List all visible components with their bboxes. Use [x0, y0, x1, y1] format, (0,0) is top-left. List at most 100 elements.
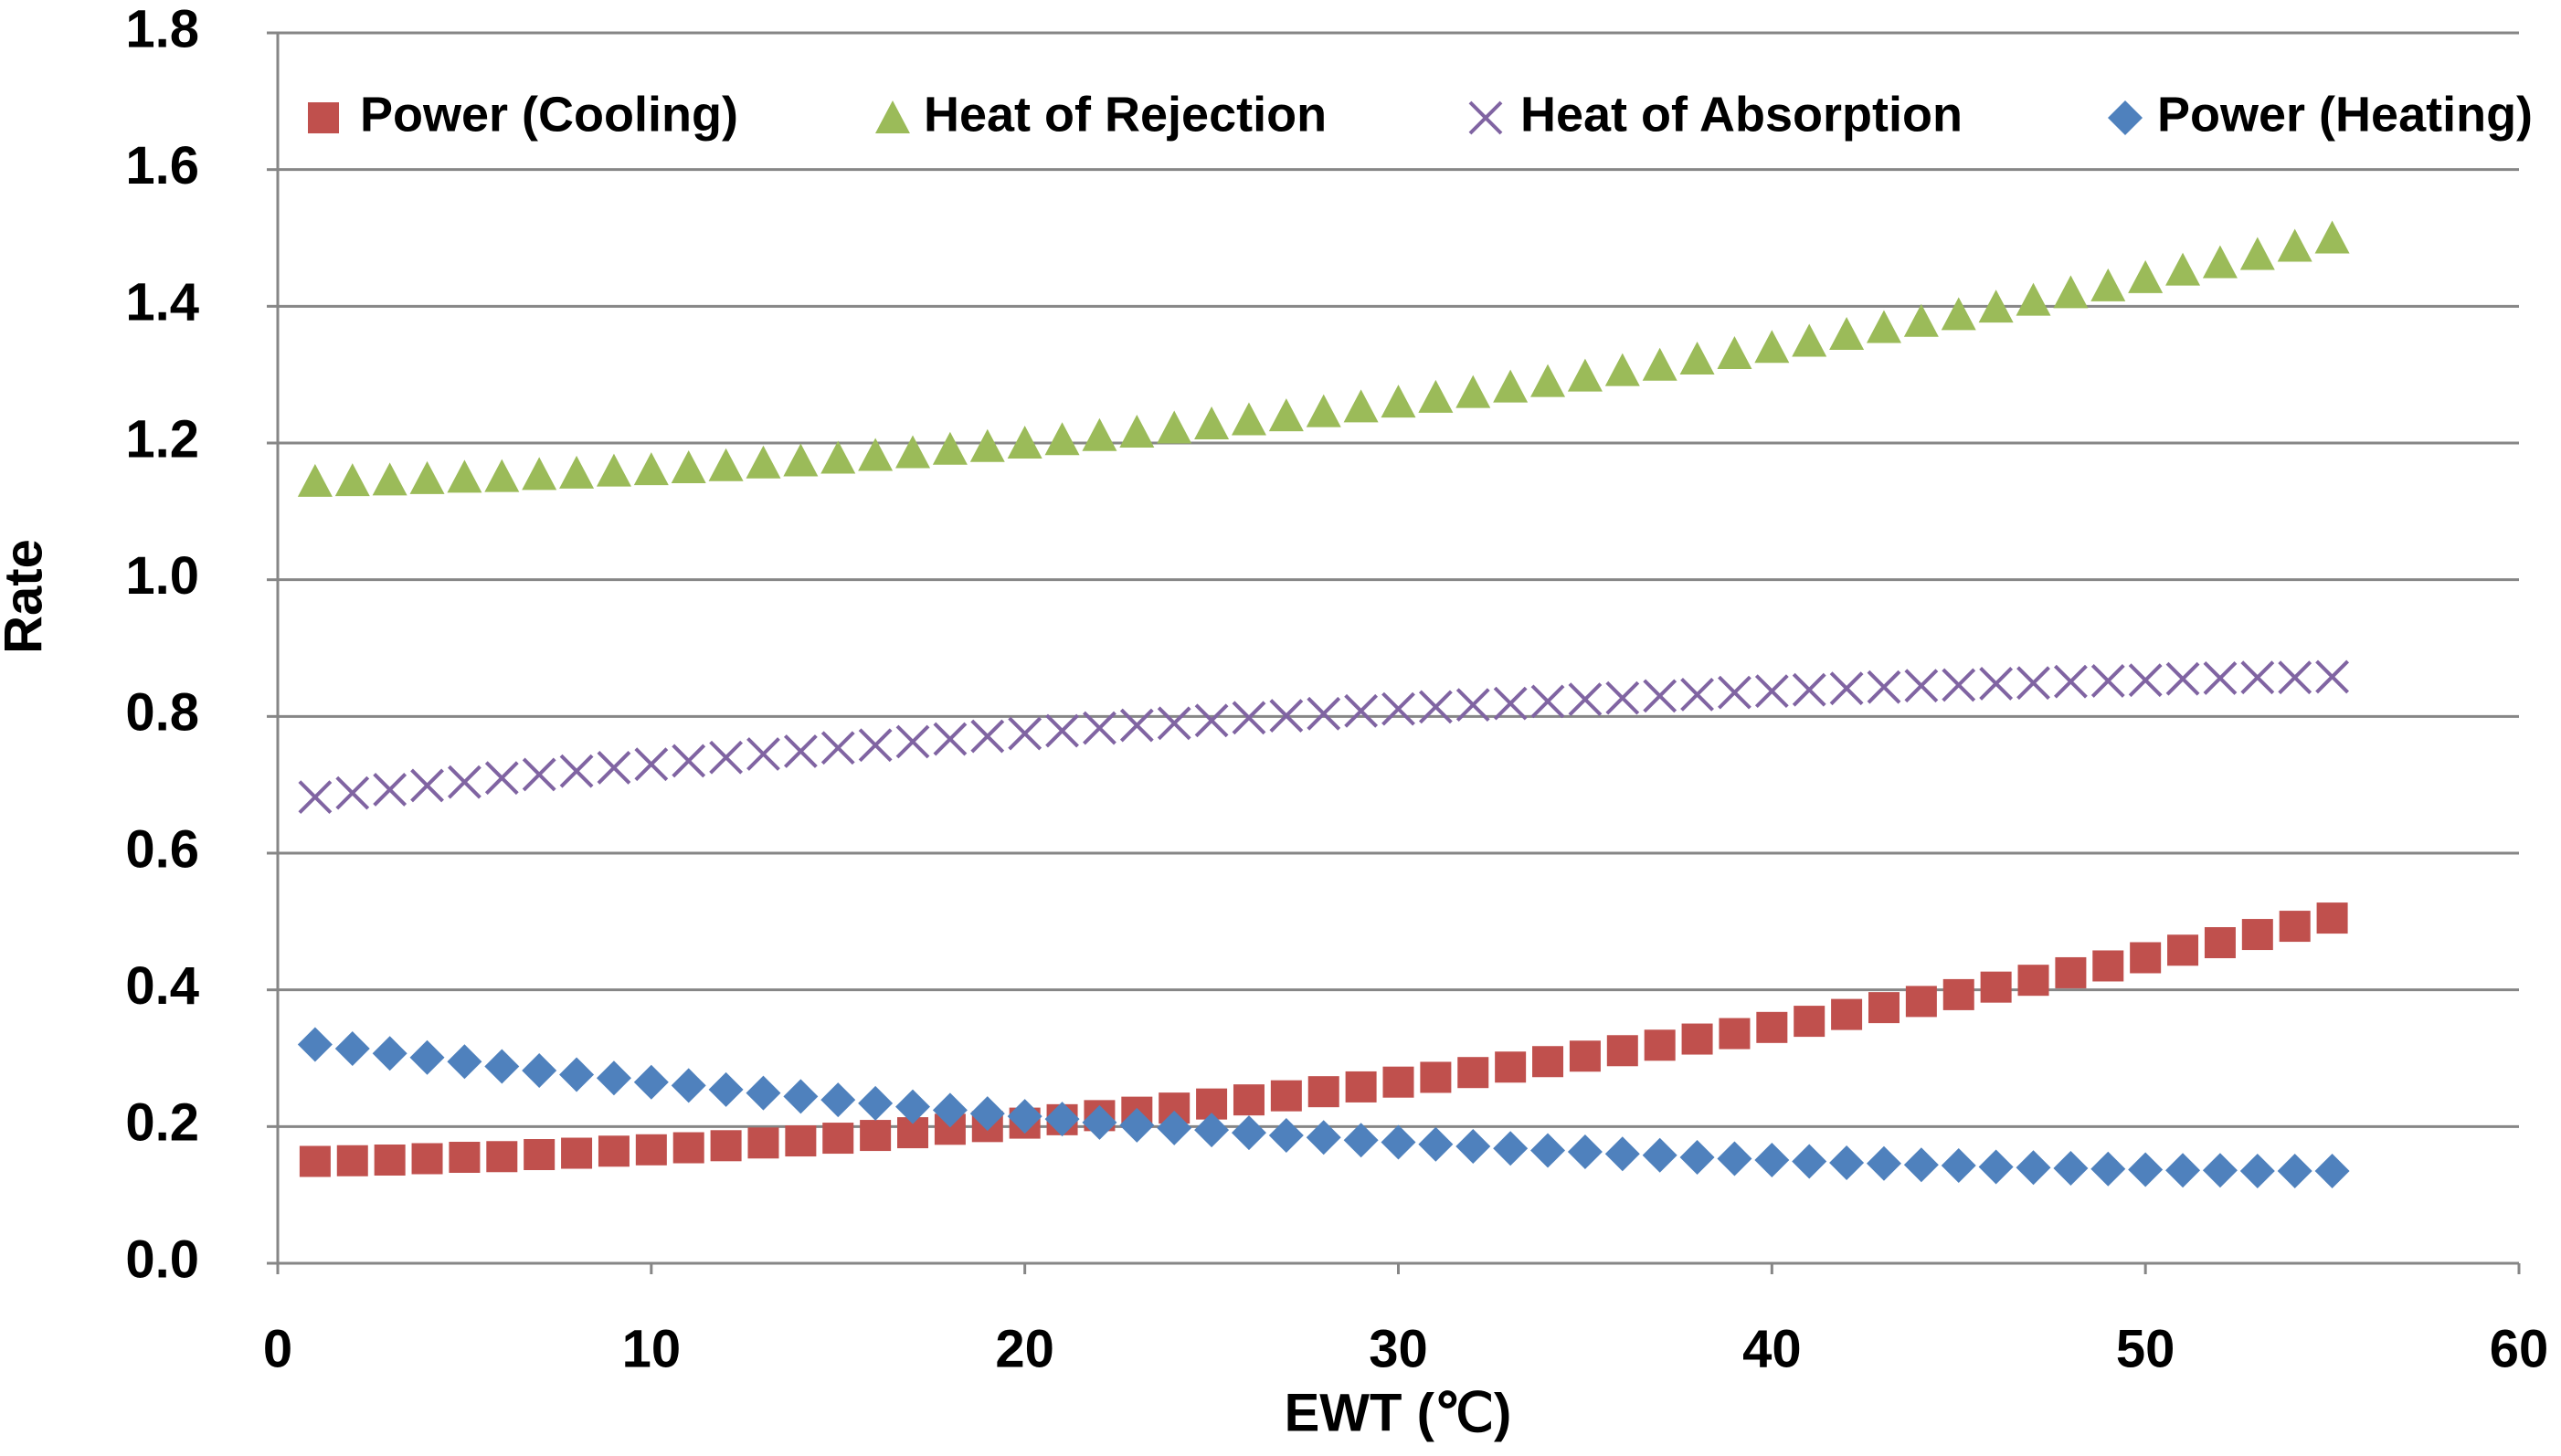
- point: [2202, 245, 2238, 279]
- point: [1643, 679, 1677, 713]
- legend-label: Heat of Rejection: [924, 87, 1327, 142]
- point: [858, 438, 894, 471]
- point: [334, 1031, 370, 1067]
- point: [785, 1125, 817, 1157]
- point: [1642, 347, 1677, 381]
- point: [1082, 417, 1117, 451]
- point: [411, 1143, 443, 1175]
- point: [1530, 1133, 1566, 1168]
- point: [710, 1130, 742, 1162]
- point: [299, 1145, 331, 1177]
- point: [2314, 1153, 2350, 1188]
- x-axis-title: EWT (℃): [1285, 1383, 1512, 1442]
- point: [1756, 1011, 1788, 1043]
- y-tick-label: 0.4: [125, 956, 199, 1016]
- point: [1420, 1061, 1452, 1093]
- point: [1604, 1136, 1640, 1172]
- point: [932, 431, 968, 465]
- point: [2240, 660, 2275, 695]
- point: [969, 428, 1005, 462]
- point: [1980, 971, 2012, 1003]
- point: [1530, 684, 1565, 719]
- x-tick-label: 0: [263, 1319, 292, 1378]
- point: [1903, 303, 1939, 337]
- point: [633, 1064, 669, 1100]
- point: [1119, 415, 1155, 448]
- point: [1044, 422, 1080, 456]
- point: [559, 455, 595, 489]
- point: [1008, 716, 1042, 751]
- y-tick-label: 0.0: [125, 1229, 199, 1289]
- y-axis-title: Rate: [0, 539, 53, 654]
- point: [2202, 1153, 2238, 1188]
- point: [2316, 902, 2348, 934]
- point: [1978, 290, 2014, 323]
- point: [2165, 1153, 2201, 1188]
- point: [820, 440, 856, 474]
- point: [1457, 1057, 1489, 1089]
- point: [2128, 1152, 2164, 1187]
- point: [1567, 1134, 1603, 1170]
- point: [746, 445, 781, 479]
- point: [1794, 1006, 1826, 1038]
- point: [1831, 998, 1863, 1030]
- point: [1233, 1084, 1265, 1116]
- point: [597, 751, 631, 785]
- point: [2053, 1150, 2089, 1186]
- point: [2090, 268, 2126, 301]
- point: [1345, 1071, 1377, 1103]
- x-tick-label: 20: [995, 1319, 1054, 1378]
- point: [2277, 1153, 2312, 1188]
- point: [1381, 691, 1415, 726]
- point: [1568, 682, 1603, 717]
- point: [634, 747, 669, 782]
- point: [1792, 323, 1827, 357]
- point: [1680, 677, 1714, 712]
- x-tick-label: 50: [2116, 1319, 2175, 1378]
- point: [596, 453, 631, 487]
- point: [1979, 666, 2014, 701]
- point: [1905, 986, 1937, 1018]
- point: [1642, 1137, 1677, 1173]
- point: [1941, 1147, 1976, 1183]
- point: [1681, 1023, 1713, 1055]
- point: [858, 1085, 894, 1121]
- point: [746, 1075, 781, 1111]
- point: [524, 1139, 556, 1171]
- point: [1194, 703, 1229, 738]
- point: [672, 1132, 704, 1164]
- x-tick-label: 40: [1742, 1319, 1802, 1378]
- point: [895, 1089, 931, 1124]
- point: [1493, 686, 1528, 721]
- point: [449, 1142, 481, 1174]
- point: [373, 772, 407, 807]
- point: [484, 459, 520, 492]
- point: [1157, 706, 1191, 741]
- point: [1119, 1107, 1155, 1143]
- point: [2055, 956, 2087, 988]
- x-tick-label: 60: [2490, 1319, 2549, 1378]
- point: [297, 1027, 333, 1062]
- legend-label: Power (Heating): [2157, 87, 2533, 142]
- point: [1679, 341, 1715, 375]
- point: [1604, 353, 1640, 386]
- point: [1231, 402, 1266, 436]
- y-tick-label: 1.4: [125, 273, 199, 332]
- point: [522, 757, 556, 792]
- point: [447, 1044, 482, 1080]
- point: [2092, 950, 2124, 982]
- y-tick-label: 0.6: [125, 819, 199, 879]
- point: [2128, 259, 2164, 293]
- x-tick-label: 10: [622, 1319, 682, 1378]
- legend-marker: [2108, 100, 2143, 135]
- point: [1792, 672, 1826, 707]
- point: [1268, 398, 1304, 432]
- point: [1268, 1118, 1304, 1154]
- point: [1569, 1040, 1601, 1072]
- point: [1231, 1115, 1266, 1151]
- point: [447, 459, 482, 493]
- point: [2241, 919, 2273, 951]
- point: [822, 1123, 854, 1155]
- point: [858, 728, 893, 763]
- point: [1942, 978, 1974, 1010]
